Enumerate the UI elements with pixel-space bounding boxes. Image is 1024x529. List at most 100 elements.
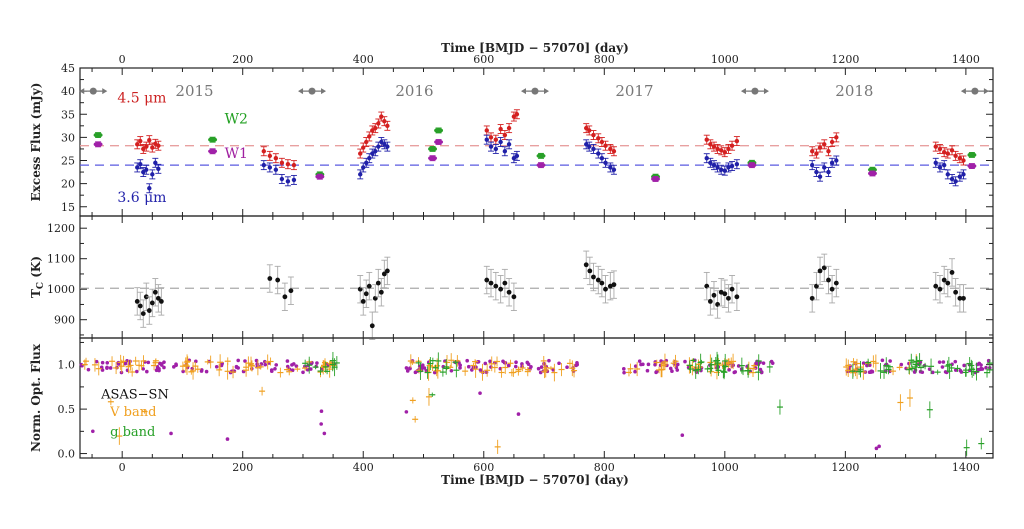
- data-point: [378, 289, 384, 295]
- data-point: [829, 160, 835, 166]
- x-tick-label-top: 1000: [711, 53, 739, 66]
- x-tick-label-bottom: 400: [353, 461, 374, 474]
- bottom-x-axis-label: Time [BMJD − 57070] (day): [441, 473, 629, 487]
- data-point: [138, 138, 143, 144]
- data-point: [888, 359, 892, 363]
- panel-optical: 0.0 0.5 1.0 Norm. Opt. Flux ASAS−SN V band g b…: [29, 337, 994, 461]
- data-point: [511, 294, 517, 300]
- y-tick-label: 35: [61, 108, 75, 121]
- data-point: [493, 146, 499, 152]
- data-point: [817, 174, 823, 179]
- data-point: [957, 295, 963, 301]
- data-point: [611, 282, 617, 288]
- data-point: [502, 149, 508, 154]
- data-point: [404, 366, 409, 370]
- data-point: [140, 311, 146, 316]
- data-point: [622, 370, 626, 375]
- data-point: [364, 139, 369, 145]
- data-point: [234, 364, 239, 369]
- data-point: [520, 362, 524, 366]
- data-point: [587, 128, 592, 133]
- data-point: [363, 291, 369, 297]
- data-point: [199, 368, 204, 372]
- data-point: [821, 265, 827, 271]
- data-point: [135, 369, 139, 374]
- data-point: [525, 360, 530, 365]
- data-point: [506, 289, 512, 295]
- gap-marker: [960, 87, 989, 95]
- series-3-6-m: [134, 134, 967, 194]
- panel-excess: 15 20 25 30 35 40 45 Excess Flux (mJy) 4.5 μm W2 W…: [29, 62, 994, 217]
- data-point: [729, 163, 735, 169]
- data-point: [833, 280, 839, 286]
- data-point: [169, 431, 173, 436]
- data-point: [134, 299, 140, 304]
- data-point: [204, 369, 209, 374]
- data-point: [422, 366, 427, 370]
- data-point: [361, 145, 366, 150]
- y-tick-label: 0.0: [58, 448, 76, 461]
- data-point: [243, 359, 247, 363]
- data-point: [105, 361, 110, 365]
- data-point: [498, 286, 504, 292]
- data-point: [953, 368, 958, 372]
- data-point: [379, 139, 384, 145]
- data-point: [734, 138, 740, 144]
- data-point: [596, 151, 601, 156]
- data-point: [708, 160, 713, 166]
- data-point: [181, 369, 185, 374]
- year-label: 2015: [175, 82, 213, 100]
- data-point: [123, 361, 128, 366]
- data-point: [373, 125, 378, 131]
- data-point: [727, 368, 731, 372]
- data-point: [980, 367, 985, 371]
- data-point: [369, 323, 375, 329]
- data-point: [86, 367, 91, 372]
- x-tick-label-top: 1200: [831, 53, 859, 66]
- data-point: [591, 146, 596, 152]
- data-point: [826, 277, 831, 283]
- data-point: [861, 361, 866, 366]
- data-point: [376, 121, 381, 126]
- data-point: [466, 364, 471, 369]
- data-point: [646, 362, 651, 367]
- data-point: [722, 291, 728, 297]
- data-point: [379, 114, 384, 119]
- data-point: [484, 277, 490, 283]
- data-point: [880, 358, 885, 363]
- y-tick-label: 1200: [47, 222, 75, 235]
- data-point: [941, 162, 947, 168]
- series-w1: [93, 139, 977, 182]
- data-point: [641, 362, 645, 367]
- data-point: [449, 368, 454, 373]
- data-point: [957, 155, 963, 161]
- data-point: [941, 360, 946, 364]
- y-tick-label: 25: [61, 155, 75, 168]
- data-point: [834, 158, 839, 163]
- data-point: [591, 132, 596, 138]
- data-point: [269, 369, 274, 374]
- data-point: [826, 169, 831, 175]
- data-point: [290, 368, 295, 372]
- data-point: [603, 160, 608, 166]
- data-point: [428, 146, 438, 152]
- data-point: [937, 165, 943, 170]
- annotation: ASAS−SN: [100, 387, 169, 402]
- data-point: [314, 364, 318, 369]
- data-point: [144, 167, 149, 172]
- data-point: [912, 370, 917, 374]
- data-point: [734, 162, 740, 167]
- y-tick-label: 45: [61, 62, 75, 75]
- data-point: [754, 361, 758, 366]
- data-point: [478, 391, 482, 395]
- data-point: [434, 139, 444, 145]
- data-point: [574, 363, 578, 368]
- data-point: [290, 363, 294, 367]
- data-point: [150, 172, 155, 177]
- data-point: [263, 362, 268, 367]
- data-point: [953, 289, 959, 295]
- panel-frame: [79, 215, 994, 339]
- data-point: [236, 358, 241, 363]
- y-axis-label: Norm. Opt. Flux: [29, 343, 43, 452]
- data-point: [360, 299, 366, 304]
